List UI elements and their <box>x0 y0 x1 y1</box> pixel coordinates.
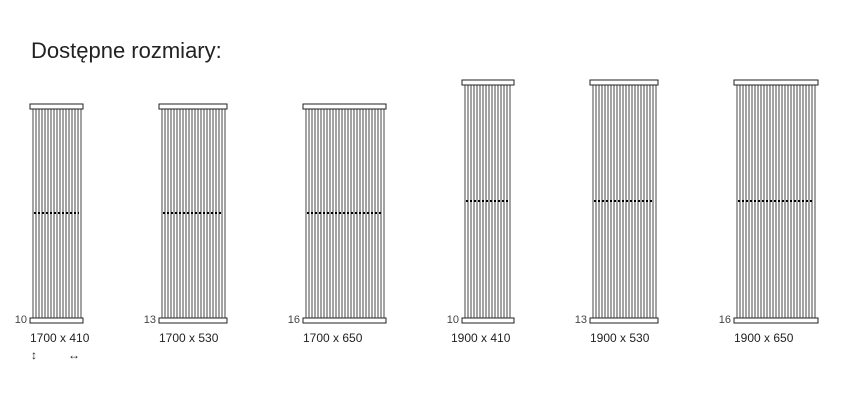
count-label: 10 <box>447 314 459 326</box>
bottom-cap <box>461 317 515 324</box>
top-cap <box>158 103 228 110</box>
bottom-cap <box>158 317 228 324</box>
size-label: 1700 x 410 <box>30 331 90 345</box>
bottom-cap <box>29 317 84 324</box>
top-cap <box>461 79 515 86</box>
size-label: 1900 x 410 <box>451 331 511 345</box>
radiator: 10 1900 x 410 <box>447 79 515 345</box>
height-icon: ↕ <box>31 348 37 362</box>
top-cap <box>29 103 84 110</box>
size-label: 1900 x 650 <box>734 331 794 345</box>
width-icon: ↔ <box>68 348 80 362</box>
size-label: 1700 x 530 <box>159 331 219 345</box>
count-label: 16 <box>719 314 731 326</box>
top-cap <box>302 103 387 110</box>
count-label: 10 <box>15 314 27 326</box>
top-cap <box>733 79 819 86</box>
size-label: 1700 x 650 <box>303 331 363 345</box>
title: Dostępne rozmiary: <box>31 38 222 63</box>
bottom-cap <box>589 317 659 324</box>
bottom-cap <box>733 317 819 324</box>
bottom-cap <box>302 317 387 324</box>
top-cap <box>589 79 659 86</box>
count-label: 13 <box>575 314 587 326</box>
count-label: 16 <box>288 314 300 326</box>
size-label: 1900 x 530 <box>590 331 650 345</box>
count-label: 13 <box>144 314 156 326</box>
